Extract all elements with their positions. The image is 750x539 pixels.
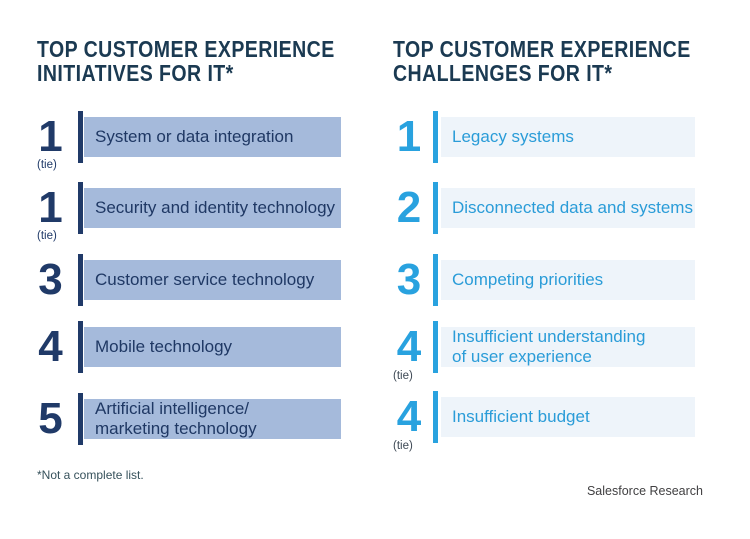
rank-number: 3: [38, 255, 63, 304]
rank-number: 3: [396, 255, 422, 304]
accent-bar: [433, 254, 438, 306]
challenges-column: TOP CUSTOMER EXPERIENCE CHALLENGES FOR IT…: [393, 0, 703, 539]
item-bar: Security and identity technology: [84, 188, 341, 228]
initiative-row-3: 3 Customer service technology: [37, 254, 347, 306]
initiatives-column: TOP CUSTOMER EXPERIENCE INITIATIVES FOR I…: [37, 0, 347, 539]
initiative-row-2: 1 (tie) Security and identity technology: [37, 182, 347, 242]
tie-label: (tie): [393, 370, 413, 382]
challenge-row-2: 2 Disconnected data and systems: [393, 182, 703, 234]
tie-label: (tie): [37, 230, 57, 242]
challenges-title: TOP CUSTOMER EXPERIENCE CHALLENGES FOR IT…: [393, 37, 691, 85]
initiative-row-5: 5 Artificial intelligence/ marketing tec…: [37, 393, 347, 445]
accent-bar: [433, 321, 438, 373]
rank-number: 5: [38, 394, 63, 443]
tie-label: (tie): [37, 159, 57, 171]
item-bar: System or data integration: [84, 117, 341, 157]
accent-bar: [78, 182, 83, 234]
accent-bar: [78, 393, 83, 445]
challenge-row-4: 4 (tie) Insufficient understanding of us…: [393, 321, 703, 382]
accent-bar: [433, 111, 438, 163]
title-line2: CHALLENGES FOR IT*: [393, 60, 613, 86]
item-bar: Artificial intelligence/ marketing techn…: [84, 399, 341, 439]
initiative-row-1: 1 (tie) System or data integration: [37, 111, 347, 171]
item-bar: Insufficient understanding of user exper…: [441, 327, 695, 367]
item-bar: Disconnected data and systems: [441, 188, 695, 228]
title-line1: TOP CUSTOMER EXPERIENCE: [37, 36, 335, 62]
source-credit: Salesforce Research: [586, 484, 703, 498]
rank-number: 4: [396, 322, 422, 371]
rank-number: 4: [396, 392, 422, 441]
rank-number: 1: [38, 112, 63, 161]
initiative-row-4: 4 Mobile technology: [37, 321, 347, 373]
rank-number: 4: [38, 322, 63, 371]
item-bar: Competing priorities: [441, 260, 695, 300]
accent-bar: [78, 111, 83, 163]
item-bar: Customer service technology: [84, 260, 341, 300]
rank-number: 2: [396, 183, 422, 232]
challenge-row-3: 3 Competing priorities: [393, 254, 703, 306]
tie-label: (tie): [393, 440, 413, 452]
title-line2: INITIATIVES FOR IT*: [37, 60, 234, 86]
accent-bar: [78, 321, 83, 373]
challenge-row-5: 4 (tie) Insufficient budget: [393, 391, 703, 452]
item-bar: Legacy systems: [441, 117, 695, 157]
title-line1: TOP CUSTOMER EXPERIENCE: [393, 36, 691, 62]
rank-number: 1: [38, 183, 63, 232]
challenge-row-1: 1 Legacy systems: [393, 111, 703, 163]
accent-bar: [433, 391, 438, 443]
accent-bar: [433, 182, 438, 234]
item-bar: Insufficient budget: [441, 397, 695, 437]
initiatives-title: TOP CUSTOMER EXPERIENCE INITIATIVES FOR I…: [37, 37, 335, 85]
footnote: *Not a complete list.: [37, 468, 144, 482]
accent-bar: [78, 254, 83, 306]
item-bar: Mobile technology: [84, 327, 341, 367]
rank-number: 1: [396, 112, 422, 161]
